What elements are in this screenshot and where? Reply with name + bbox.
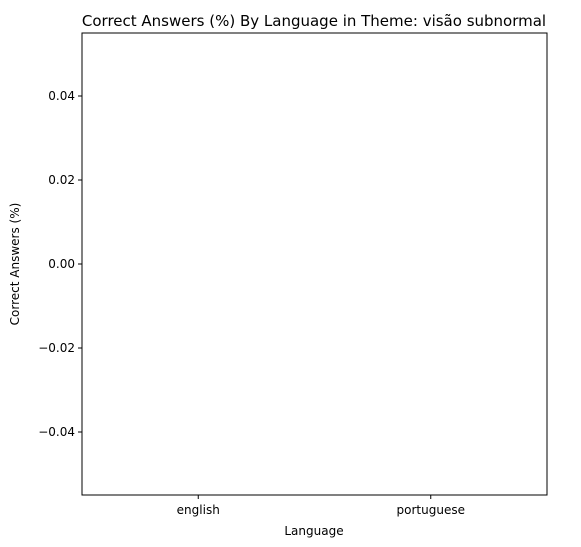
plot-area [81,32,548,496]
y-tick-label: 0.00 [48,257,75,271]
y-tick-label: 0.04 [48,89,75,103]
x-tick-label: english [177,503,220,517]
y-tick-label: −0.04 [38,425,75,439]
y-tick-label: −0.02 [38,341,75,355]
y-axis-label: Correct Answers (%) [8,203,22,326]
y-axis-ticks: 0.04 0.02 0.00 −0.02 −0.04 [38,89,82,439]
chart-title: Correct Answers (%) By Language in Theme… [82,12,546,30]
x-tick-label: portuguese [397,503,465,517]
x-axis-ticks: english portuguese [177,495,465,517]
x-axis-label: Language [284,524,343,538]
y-tick-label: 0.02 [48,173,75,187]
